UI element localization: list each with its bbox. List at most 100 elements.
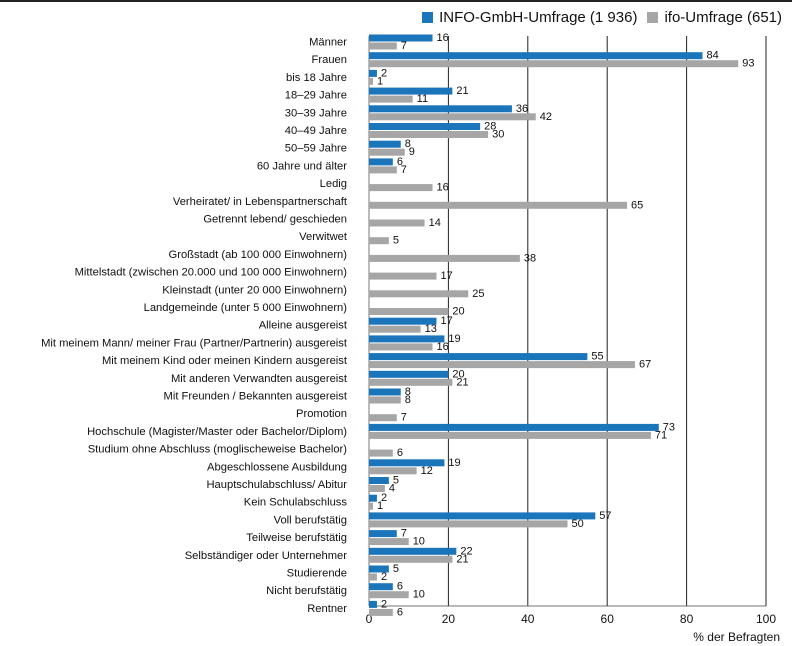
bar-ifo <box>369 184 433 192</box>
category-label: Alleine ausgereist <box>259 320 348 332</box>
bar-info-gmbh <box>369 158 393 166</box>
value-label-ifo: 4 <box>389 483 395 495</box>
bar-ifo <box>369 166 397 174</box>
value-label-info-gmbh: 5 <box>393 475 399 487</box>
bar-info-gmbh <box>369 530 397 538</box>
x-axis-label: % der Befragten <box>693 630 780 644</box>
bar-info-gmbh <box>369 423 659 431</box>
value-label-ifo: 6 <box>397 447 403 459</box>
value-label-ifo: 1 <box>377 75 383 87</box>
bar-info-gmbh <box>369 335 445 343</box>
value-label-ifo: 5 <box>393 235 399 247</box>
bar-ifo <box>369 555 453 563</box>
bar-ifo <box>369 254 520 262</box>
value-label-info-gmbh: 7 <box>401 528 407 540</box>
bar-info-gmbh <box>369 565 389 573</box>
bar-ifo <box>369 485 385 492</box>
legend-swatch-series-2 <box>647 11 659 23</box>
value-label-info-gmbh: 22 <box>460 545 472 557</box>
value-label-info-gmbh: 2 <box>381 598 387 610</box>
legend: INFO-GmbH-Umfrage (1 936) ifo-Umfrage (6… <box>412 6 782 28</box>
value-label-ifo: 16 <box>437 182 449 194</box>
value-label-info-gmbh: 6 <box>397 581 403 593</box>
bar-ifo <box>369 148 405 156</box>
bar-info-gmbh <box>369 69 377 77</box>
category-label: Ledig <box>320 178 347 190</box>
category-label: 30–39 Jahre <box>285 107 347 119</box>
bar-ifo <box>369 396 401 404</box>
value-label-info-gmbh: 2 <box>381 67 387 79</box>
top-rule <box>0 0 792 2</box>
bar-info-gmbh <box>369 105 512 113</box>
value-label-info-gmbh: 19 <box>448 457 460 469</box>
value-label-info-gmbh: 55 <box>591 351 603 363</box>
value-label-ifo: 21 <box>456 553 468 565</box>
legend-swatch-series-1 <box>422 11 434 23</box>
category-label: Mit meinem Kind oder meinen Kindern ausg… <box>102 355 348 367</box>
bar-info-gmbh <box>369 547 457 555</box>
category-label: Voll berufstätig <box>274 514 347 526</box>
value-label-info-gmbh: 8 <box>405 386 411 398</box>
category-label: Frauen <box>312 54 347 66</box>
bar-ifo <box>369 325 421 333</box>
value-label-info-gmbh: 73 <box>663 421 675 433</box>
category-label: Nicht berufstätig <box>266 585 347 597</box>
value-label-info-gmbh: 17 <box>440 315 452 327</box>
bar-ifo <box>369 361 635 369</box>
bar-info-gmbh <box>369 52 703 60</box>
value-label-info-gmbh: 36 <box>516 103 528 115</box>
category-label: Hochschule (Magister/Master oder Bachelo… <box>87 426 347 438</box>
value-label-ifo: 11 <box>417 93 428 105</box>
bar-info-gmbh <box>369 370 449 378</box>
bar-info-gmbh <box>369 34 433 42</box>
x-tick-label: 20 <box>442 612 456 626</box>
category-label: Mit anderen Verwandten ausgereist <box>171 373 348 385</box>
category-label: Kleinstadt (unter 20 000 Einwohnern) <box>162 284 347 296</box>
value-label-ifo: 1 <box>377 500 383 512</box>
x-tick-label: 0 <box>366 612 373 626</box>
legend-label-series-2: ifo-Umfrage (651) <box>664 8 782 26</box>
bar-ifo <box>369 77 373 85</box>
value-label-ifo: 9 <box>409 146 415 158</box>
bar-ifo <box>369 573 377 581</box>
value-label-info-gmbh: 8 <box>405 138 411 150</box>
category-label: Getrennt lebend/ geschieden <box>203 214 347 226</box>
value-label-info-gmbh: 16 <box>437 32 449 44</box>
bar-ifo <box>369 95 413 103</box>
category-label: Mit Freunden / Bekannten ausgereist <box>164 391 348 403</box>
value-label-ifo: 17 <box>440 270 452 282</box>
bar-info-gmbh <box>369 317 437 325</box>
category-label: 60 Jahre und älter <box>257 160 347 172</box>
x-tick-label: 80 <box>680 612 694 626</box>
category-label: Verheiratet/ in Lebenspartnerschaft <box>173 196 348 208</box>
category-label: Kein Schulabschluss <box>244 497 348 509</box>
value-label-ifo: 7 <box>401 40 407 52</box>
legend-item-series-2: ifo-Umfrage (651) <box>647 9 782 26</box>
bar-ifo <box>369 414 397 422</box>
value-label-info-gmbh: 20 <box>452 368 464 380</box>
bar-info-gmbh <box>369 140 401 148</box>
value-label-ifo: 10 <box>413 536 425 548</box>
value-label-ifo: 2 <box>381 571 387 583</box>
value-label-info-gmbh: 28 <box>484 121 496 133</box>
value-label-ifo: 65 <box>631 199 643 211</box>
category-label: Hauptschulabschluss/ Abitur <box>206 479 347 491</box>
value-label-info-gmbh: 2 <box>381 492 387 504</box>
bar-ifo <box>369 467 417 475</box>
x-tick-label: 100 <box>756 612 776 626</box>
value-label-ifo: 42 <box>540 111 552 123</box>
value-label-info-gmbh: 57 <box>599 510 611 522</box>
value-label-ifo: 6 <box>397 606 403 618</box>
bar-info-gmbh <box>369 388 401 396</box>
bar-ifo <box>369 219 425 227</box>
bar-info-gmbh <box>369 353 588 361</box>
value-label-ifo: 30 <box>492 129 504 141</box>
category-label: Studierende <box>287 568 347 580</box>
bar-info-gmbh <box>369 600 377 608</box>
category-label: bis 18 Jahre <box>286 72 347 84</box>
bar-ifo <box>369 131 489 138</box>
category-label: Mittelstadt (zwischen 20.000 und 100 000… <box>75 267 348 279</box>
category-label: Studium ohne Abschluss (moglischeweise B… <box>88 444 348 456</box>
bar-ifo <box>369 42 397 50</box>
